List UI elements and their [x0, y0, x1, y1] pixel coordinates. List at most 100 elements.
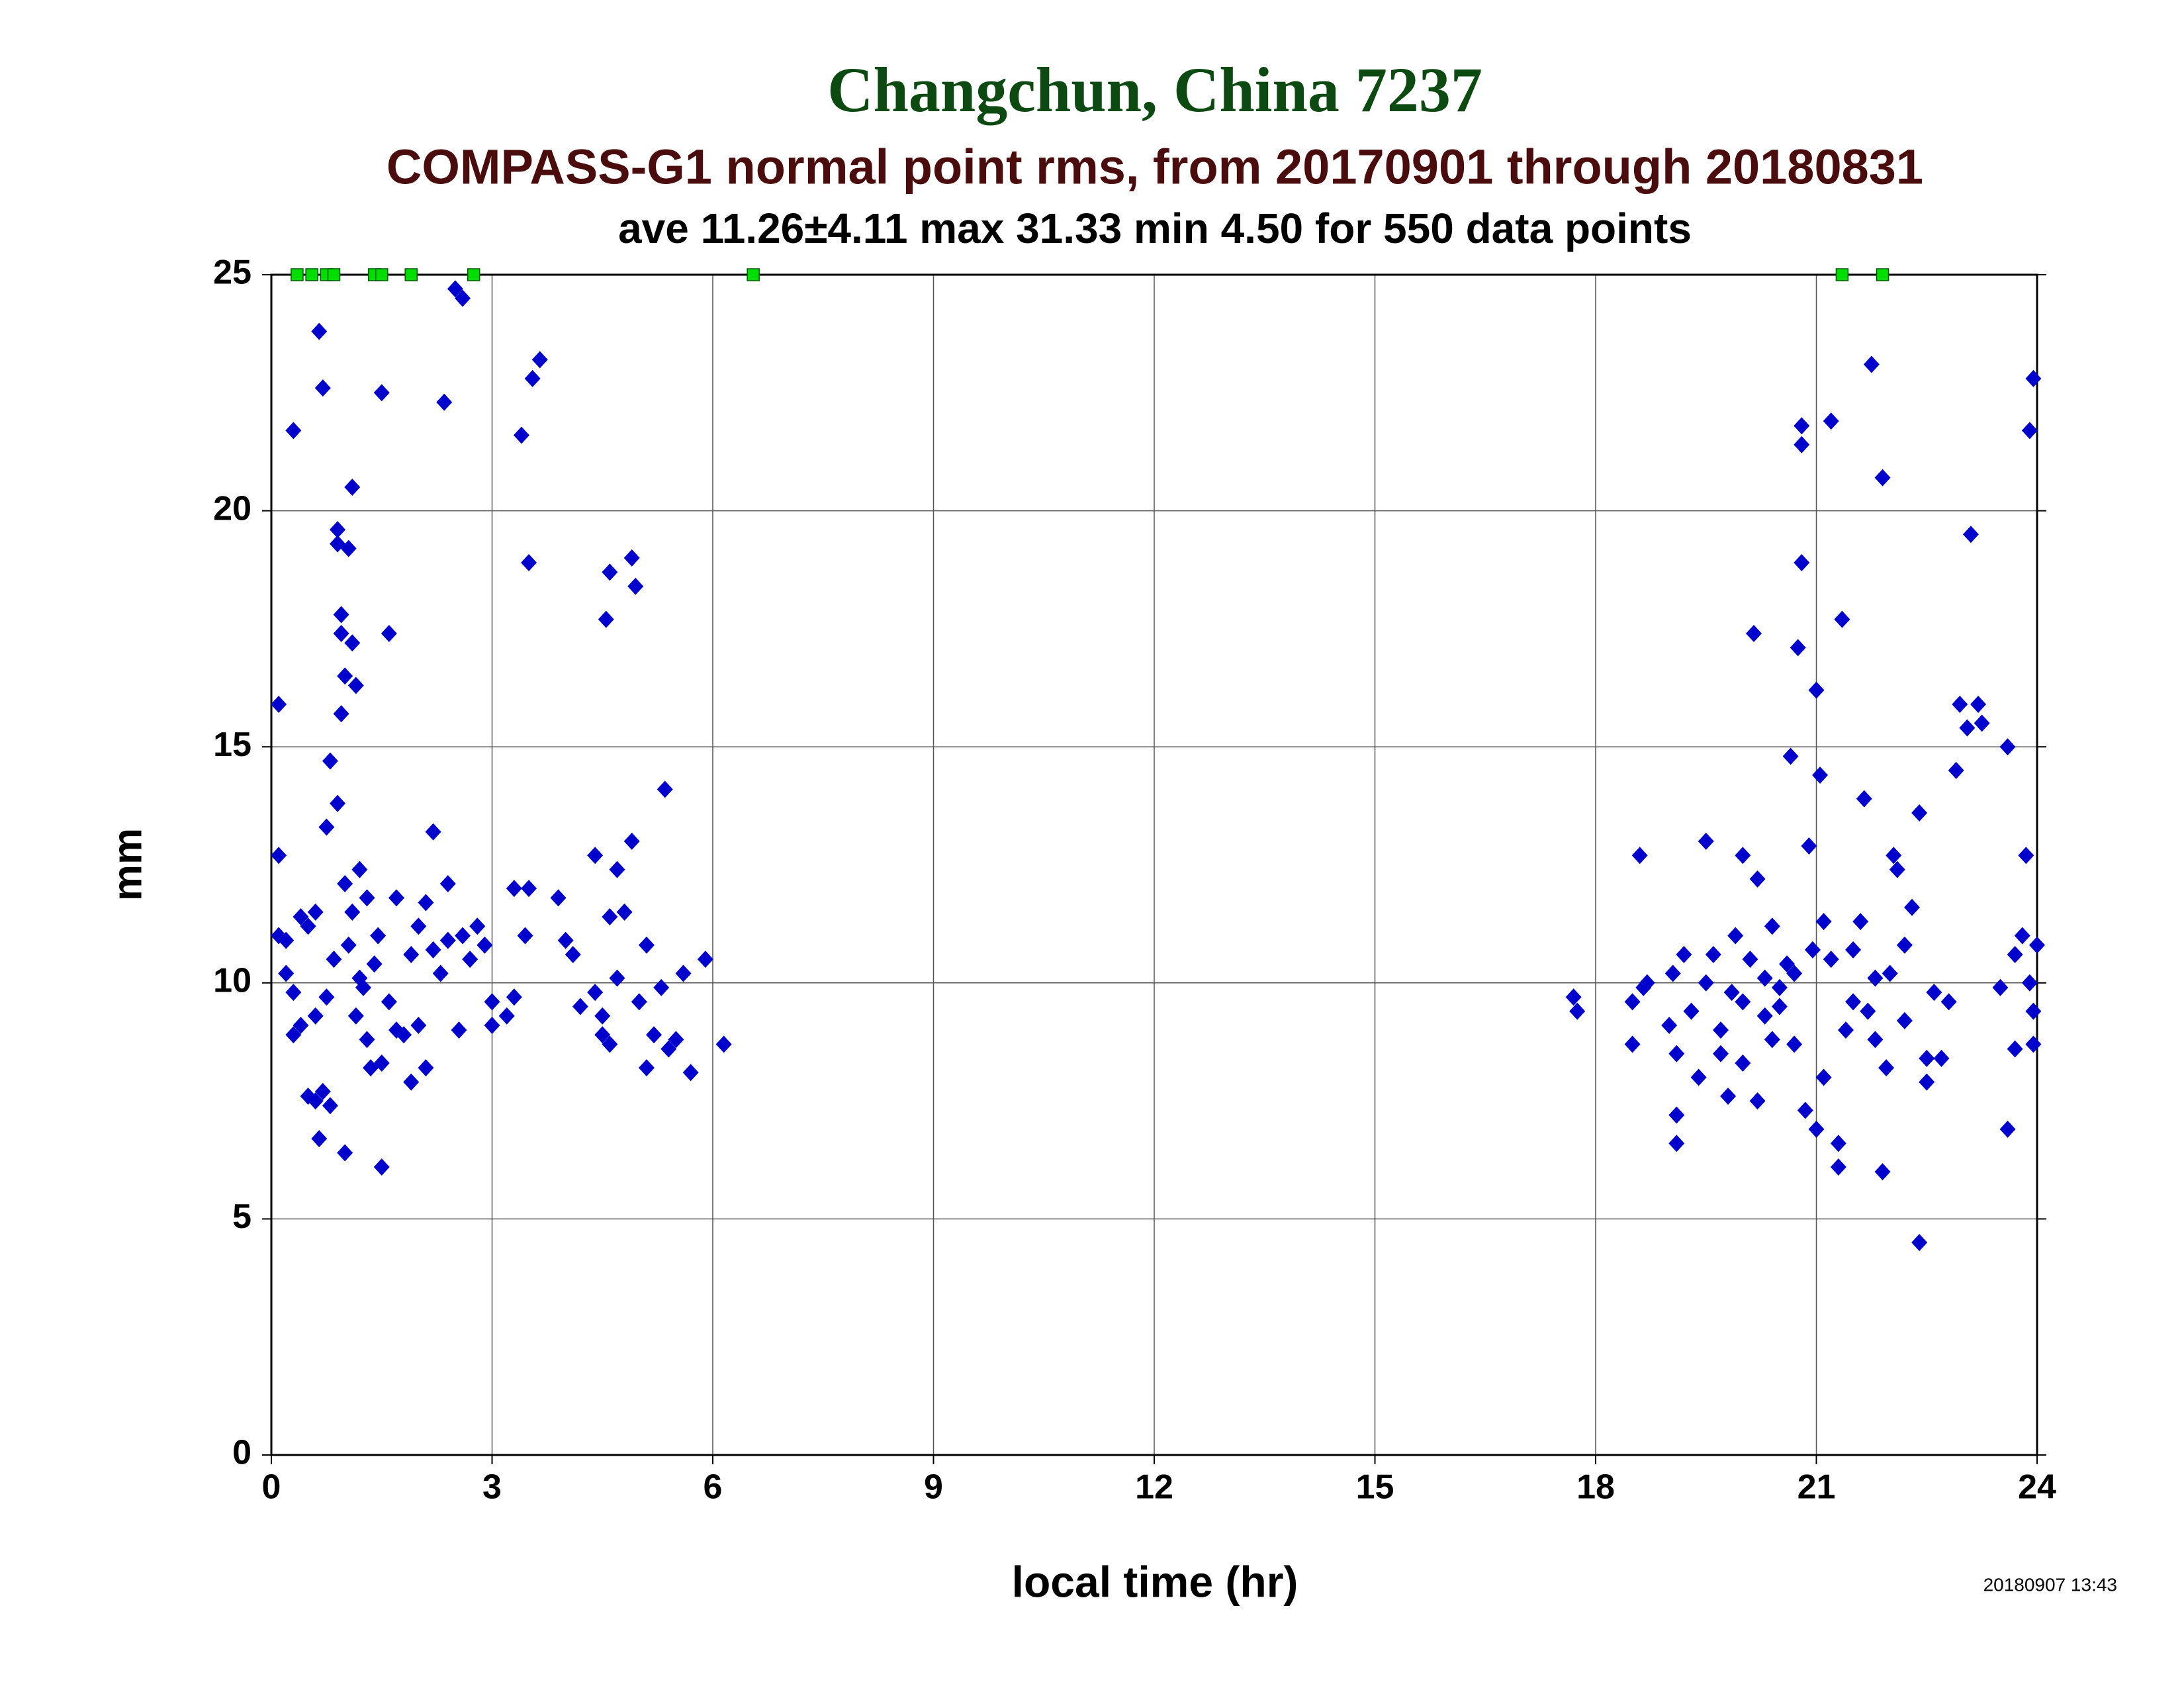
point: [1837, 1021, 1854, 1039]
point: [425, 941, 441, 959]
point: [2007, 946, 2023, 964]
point: [1830, 1135, 1846, 1152]
point: [1804, 941, 1821, 959]
point: [455, 927, 471, 945]
point: [609, 969, 625, 987]
point: [1948, 761, 1964, 779]
point: [375, 268, 388, 281]
point: [1808, 1120, 1825, 1138]
point: [359, 889, 375, 907]
x-tick-label: 21: [1797, 1468, 1836, 1507]
point: [1727, 927, 1744, 945]
point: [1878, 1059, 1895, 1077]
point: [1889, 861, 1905, 878]
point: [1962, 526, 1979, 543]
point: [1834, 610, 1850, 628]
point: [462, 951, 478, 968]
point: [1624, 993, 1641, 1011]
y-tick-label: 15: [213, 726, 251, 764]
point: [278, 964, 295, 982]
point: [1801, 837, 1817, 855]
point: [278, 931, 295, 949]
point: [432, 964, 449, 982]
point: [1856, 790, 1872, 808]
point: [307, 1092, 324, 1110]
point: [1676, 946, 1692, 964]
point: [337, 1144, 353, 1162]
point: [1845, 941, 1862, 959]
point: [623, 832, 640, 850]
point: [1565, 988, 1582, 1006]
y-tick-label: 20: [213, 489, 251, 528]
point: [682, 1064, 699, 1082]
x-tick-label: 18: [1576, 1468, 1615, 1507]
point: [498, 1007, 515, 1025]
point: [557, 931, 574, 949]
point: [1664, 964, 1681, 982]
point: [1771, 978, 1788, 996]
point: [1876, 268, 1889, 281]
point: [521, 554, 537, 572]
point: [1756, 969, 1773, 987]
point: [565, 946, 581, 964]
point: [531, 351, 548, 369]
point: [291, 268, 304, 281]
point: [436, 393, 453, 411]
chart-subtitle: COMPASS-G1 normal point rms, from 201709…: [387, 140, 1923, 195]
point: [1690, 1068, 1707, 1086]
point: [439, 875, 456, 893]
x-tick-label: 3: [482, 1468, 502, 1507]
point: [1874, 469, 1891, 487]
point: [2029, 936, 2045, 954]
point: [715, 1035, 732, 1053]
point: [1896, 936, 1913, 954]
point: [403, 1073, 420, 1091]
point: [305, 268, 318, 281]
point: [1974, 714, 1990, 732]
point: [340, 936, 357, 954]
point: [2025, 1035, 2042, 1053]
plot-frame: [270, 273, 2038, 1456]
point: [660, 1040, 677, 1058]
point: [2025, 1002, 2042, 1020]
point: [2021, 974, 2038, 992]
point: [616, 903, 633, 921]
point: [326, 951, 342, 968]
point: [1668, 1106, 1685, 1124]
point: [627, 577, 644, 595]
point: [1735, 847, 1751, 865]
point: [1742, 951, 1758, 968]
point: [410, 917, 427, 935]
point: [1970, 696, 1987, 714]
point: [344, 634, 361, 652]
point: [668, 1031, 684, 1049]
point: [1815, 1068, 1832, 1086]
point: [285, 1026, 302, 1044]
point: [1749, 1092, 1766, 1110]
point: [1624, 1035, 1641, 1053]
point: [675, 964, 692, 982]
point: [1735, 1055, 1751, 1072]
point: [1712, 1021, 1729, 1039]
point: [1919, 1073, 1935, 1091]
point: [1797, 1102, 1813, 1119]
point: [388, 889, 404, 907]
point: [484, 1016, 500, 1034]
point: [2018, 847, 2034, 865]
x-tick-label: 12: [1135, 1468, 1173, 1507]
point: [517, 927, 533, 945]
point: [1794, 436, 1810, 453]
point: [1904, 898, 1921, 916]
point: [1683, 1002, 1700, 1020]
point: [1886, 847, 1902, 865]
point: [337, 667, 353, 685]
point: [1735, 993, 1751, 1011]
point: [1705, 946, 1721, 964]
point: [484, 993, 500, 1011]
point: [271, 696, 287, 714]
point: [1668, 1045, 1685, 1062]
point: [469, 917, 486, 935]
point: [373, 384, 390, 402]
point: [418, 1059, 434, 1077]
point: [318, 818, 335, 836]
